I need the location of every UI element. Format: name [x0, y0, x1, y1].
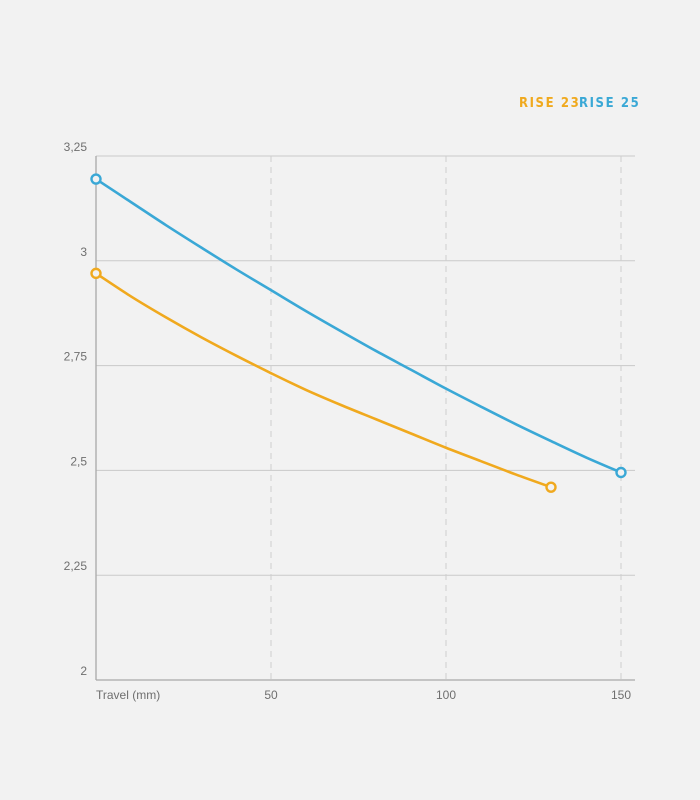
- grid: [96, 155, 635, 680]
- tick-labels: 2 2,25 2,5 2,75 3 3,25 Travel (mm) 50 100 150: [64, 140, 632, 702]
- y-tick-label: 2,25: [64, 559, 88, 573]
- x-tick-label: 50: [264, 688, 278, 702]
- series-end-point-rise-23: [545, 481, 557, 493]
- y-tick-label: 2,5: [70, 454, 87, 468]
- y-tick-label: 2,75: [64, 350, 88, 364]
- series-start-point-rise-23: [90, 267, 102, 280]
- series-group: [90, 173, 627, 493]
- x-tick-label: 100: [436, 688, 456, 702]
- series-end-point-rise-25: [615, 466, 627, 479]
- series-line-rise-25: [94, 177, 623, 474]
- legend-item: RISE 23: [519, 96, 580, 111]
- y-tick-label: 2: [80, 664, 87, 678]
- y-tick-label: 3: [80, 245, 87, 259]
- series-start-point-rise-25: [90, 173, 102, 185]
- legend-item: RISE 25: [579, 96, 640, 111]
- series-line-rise-23: [94, 272, 553, 489]
- x-axis-label: Travel (mm): [96, 688, 160, 702]
- y-tick-label: 3,25: [64, 140, 88, 154]
- axes: [95, 156, 635, 681]
- x-tick-label: 150: [611, 688, 631, 702]
